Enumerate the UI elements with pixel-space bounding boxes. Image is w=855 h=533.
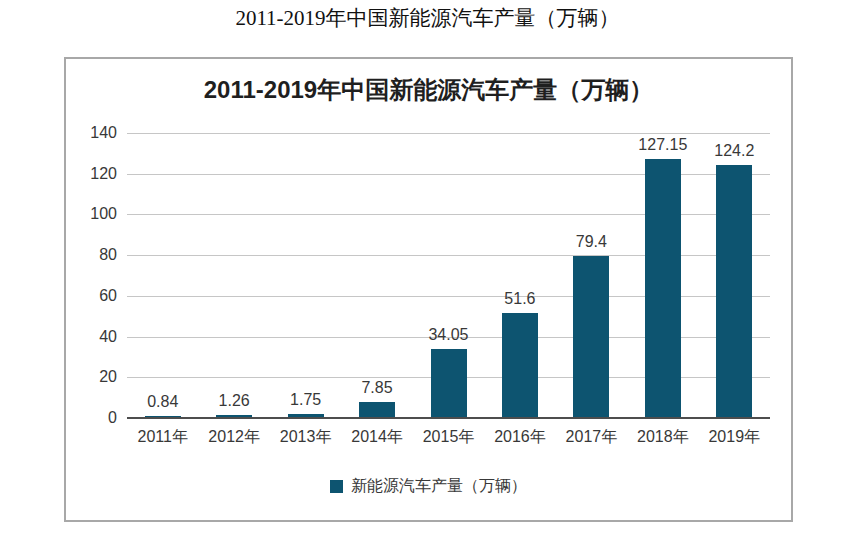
y-axis-tick-label: 120 <box>73 164 117 184</box>
plot-area: 0204060801001201400.842011年1.262012年1.75… <box>127 133 770 418</box>
bar <box>359 402 395 418</box>
bar <box>573 256 609 418</box>
y-axis-tick-label: 0 <box>73 408 117 428</box>
legend-label: 新能源汽车产量（万辆） <box>351 476 527 497</box>
page: { "page": { "title": "2011-2019年中国新能源汽车产… <box>0 0 855 533</box>
bar-value-label: 124.2 <box>692 141 776 160</box>
legend-swatch-icon <box>330 480 343 493</box>
bar-value-label: 34.05 <box>407 325 491 344</box>
x-axis-line <box>127 417 770 419</box>
page-title: 2011-2019年中国新能源汽车产量（万辆） <box>0 4 855 32</box>
chart-title: 2011-2019年中国新能源汽车产量（万辆） <box>66 74 791 106</box>
y-axis-tick-label: 80 <box>73 245 117 265</box>
y-axis-tick-label: 140 <box>73 123 117 143</box>
bar <box>645 159 681 418</box>
bar <box>716 165 752 418</box>
bar <box>431 349 467 418</box>
legend: 新能源汽车产量（万辆） <box>66 476 791 497</box>
bar-value-label: 79.4 <box>549 232 633 251</box>
y-axis-tick-label: 20 <box>73 367 117 387</box>
y-axis-tick-label: 60 <box>73 286 117 306</box>
y-axis-tick-label: 40 <box>73 327 117 347</box>
chart-container: 2011-2019年中国新能源汽车产量（万辆） 0204060801001201… <box>64 57 793 522</box>
bar <box>502 313 538 418</box>
x-axis-tick-label: 2019年 <box>692 427 776 448</box>
gridline <box>127 133 770 134</box>
y-axis-tick-label: 100 <box>73 204 117 224</box>
bar-value-label: 7.85 <box>335 378 419 397</box>
bar-value-label: 51.6 <box>478 289 562 308</box>
